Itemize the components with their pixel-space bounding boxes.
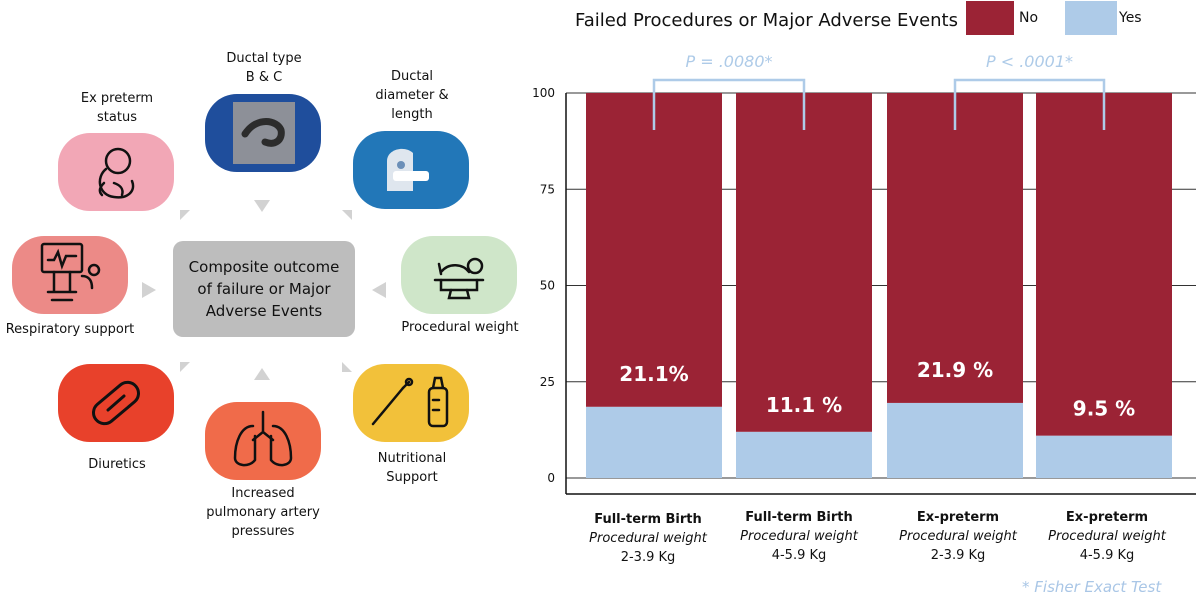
x-category-2-group: Full-term Birth (745, 510, 853, 525)
arrow-from-ductal-type (254, 200, 270, 212)
y-tick-label: 25 (540, 375, 555, 389)
arrow-from-ductal-diameter (342, 210, 352, 220)
imaging-scanner-icon (353, 131, 469, 209)
data-label-3: 21.9 % (917, 358, 993, 382)
label-procedural-weight: Procedural weight (401, 320, 519, 335)
arrow-from-nutritional-support (342, 362, 352, 372)
data-label-2: 11.1 % (766, 393, 842, 417)
lungs-icon (205, 402, 321, 480)
label-pulmonary-pressures: Increased pulmonary artery pressures (206, 486, 320, 539)
p-value-label-2: P < .0001* (986, 52, 1073, 71)
bar-no-2 (736, 93, 872, 432)
arrow-from-respiratory-support (142, 282, 156, 298)
x-category-1-range: 2-3.9 Kg (620, 550, 676, 565)
x-category-3-range: 2-3.9 Kg (930, 548, 986, 563)
p-value-label-1: P = .0080* (685, 52, 772, 71)
pill-capsule-icon (58, 364, 174, 442)
significance-bracket-1 (652, 78, 806, 130)
label-ex-preterm: Ex preterm status (80, 91, 154, 125)
bar-yes-2 (736, 431, 872, 478)
x-category-1: Full-term Birth Procedural weight 2-3.9 … (573, 510, 723, 567)
data-label-1: 21.1% (619, 362, 688, 386)
footnote: * Fisher Exact Test (1022, 578, 1162, 596)
x-category-3-group: Ex-preterm (916, 510, 1000, 525)
x-category-2-range: 4-5.9 Kg (771, 548, 827, 563)
arrow-from-pulmonary-pressures (254, 368, 270, 380)
label-respiratory-support: Respiratory support (5, 322, 135, 337)
composite-outcome-box: Composite outcome of failure or Major Ad… (173, 241, 355, 337)
bar-no-4 (1036, 93, 1172, 436)
x-category-4-sub: Procedural weight (1048, 529, 1166, 544)
bar-yes-4 (1036, 435, 1172, 478)
label-ductal-diameter: Ductal diameter & length (375, 69, 449, 122)
x-category-3: Ex-preterm Procedural weight 2-3.9 Kg (883, 508, 1033, 565)
label-ductal-type: Ductal type B & C (226, 51, 302, 85)
x-category-4: Ex-preterm Procedural weight 4-5.9 Kg (1032, 508, 1182, 565)
arrow-from-diuretics (180, 362, 190, 372)
legend-label-yes: Yes (1119, 10, 1142, 26)
chart-title: Failed Procedures or Major Adverse Event… (575, 10, 958, 31)
legend-label-no: No (1019, 10, 1039, 26)
y-tick-label: 50 (540, 279, 555, 293)
x-category-1-group: Full-term Birth (594, 512, 702, 527)
x-category-1-sub: Procedural weight (589, 531, 707, 546)
x-category-3-sub: Procedural weight (899, 529, 1017, 544)
baby-scale-icon (401, 236, 517, 314)
feeding-tube-bottle-icon (353, 364, 469, 442)
x-category-2-sub: Procedural weight (740, 529, 858, 544)
x-category-4-group: Ex-preterm (1065, 510, 1149, 525)
angiogram-image-icon (205, 94, 321, 172)
bar-no-3 (887, 93, 1023, 403)
legend-swatch-no (966, 1, 1014, 35)
y-tick-label: 75 (540, 182, 555, 196)
x-category-2: Full-term Birth Procedural weight 4-5.9 … (724, 508, 874, 565)
data-label-4: 9.5 % (1073, 397, 1135, 421)
diagram-arrows (142, 200, 386, 380)
legend-swatch-yes (1065, 1, 1117, 35)
label-nutritional-support: Nutritional Support (377, 451, 447, 485)
fetus-icon (58, 133, 174, 211)
y-tick-label: 0 (547, 471, 555, 485)
label-diuretics: Diuretics (88, 457, 146, 472)
x-category-4-range: 4-5.9 Kg (1079, 548, 1135, 563)
bar-no-1 (586, 93, 722, 407)
arrow-from-procedural-weight (372, 282, 386, 298)
ventilator-icon (12, 236, 128, 314)
arrow-from-ex-preterm (180, 210, 190, 220)
y-tick-label: 100 (532, 86, 555, 100)
bar-yes-3 (887, 402, 1023, 478)
bar-yes-1 (586, 406, 722, 478)
significance-bracket-2 (953, 78, 1106, 130)
